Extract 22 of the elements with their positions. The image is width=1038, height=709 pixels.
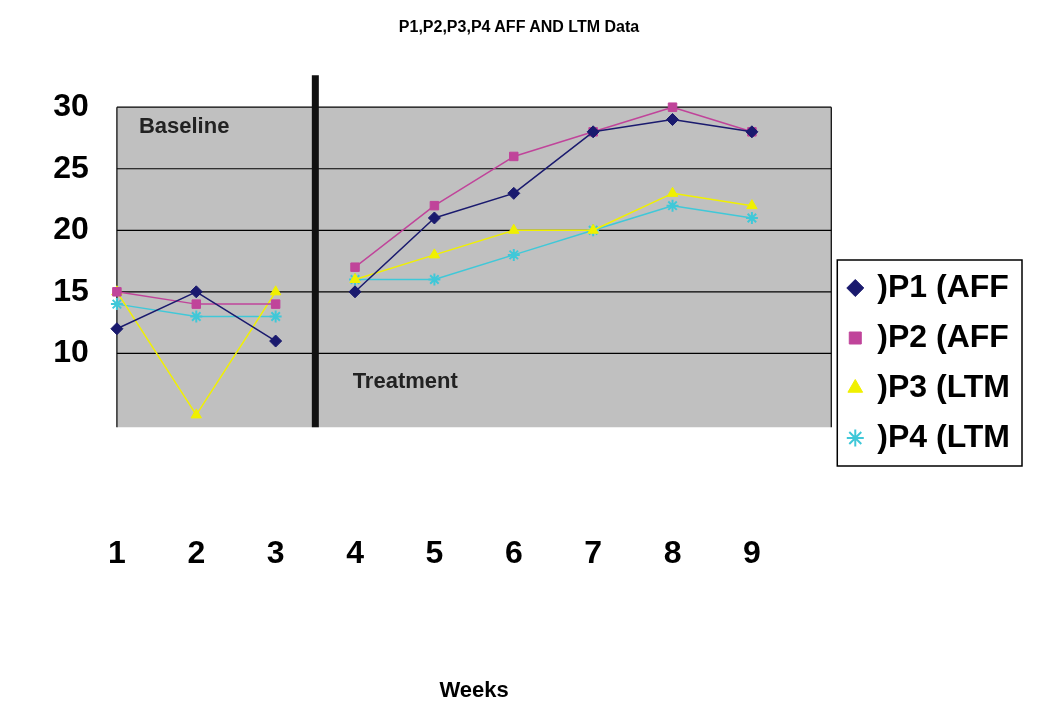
x-tick-label: 8 — [663, 534, 682, 571]
y-tick-label: 15 — [53, 271, 89, 308]
x-axis-title: Weeks — [439, 676, 509, 702]
y-tick-label: 30 — [53, 87, 89, 124]
legend-label: )P3 (LTM — [877, 367, 1010, 404]
chart-title: P1,P2,P3,P4 AFF AND LTM Data — [398, 18, 640, 36]
x-tick-label: 2 — [187, 534, 206, 571]
legend-label: )P4 (LTM — [877, 417, 1010, 454]
x-tick-label: 1 — [108, 534, 126, 571]
x-tick-label: 5 — [425, 534, 444, 571]
x-tick-label: 9 — [743, 534, 761, 571]
x-tick-label: 4 — [346, 534, 365, 571]
legend-label: )P1 (AFF — [877, 267, 1009, 304]
legend-label: )P2 (AFF — [877, 317, 1009, 354]
annotation: Treatment — [352, 368, 459, 394]
x-tick-label: 3 — [266, 534, 285, 571]
y-tick-label: 25 — [53, 148, 89, 185]
y-tick-label: 10 — [53, 333, 89, 370]
annotation: Baseline — [138, 113, 230, 139]
x-tick-label: 6 — [504, 534, 523, 571]
y-tick-label: 20 — [53, 210, 89, 247]
x-tick-label: 7 — [584, 534, 603, 571]
